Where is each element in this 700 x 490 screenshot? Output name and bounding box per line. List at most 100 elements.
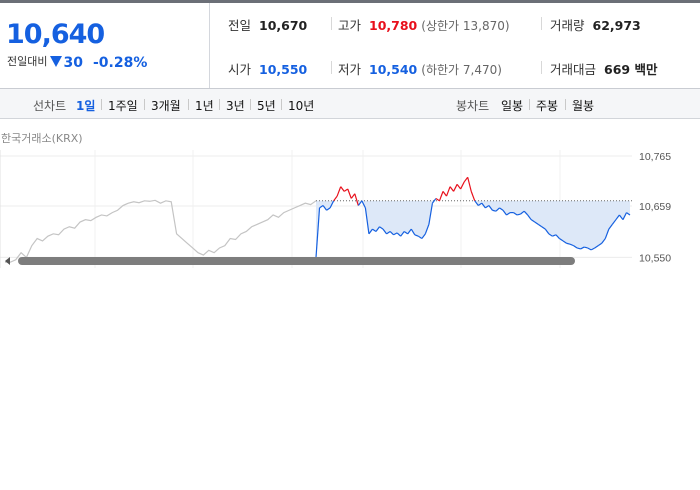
- tab-5y[interactable]: 5년: [257, 99, 276, 113]
- divider: [250, 99, 251, 110]
- price-segment: [322, 205, 328, 211]
- price-segment: [587, 247, 592, 251]
- price-pane: 10,640 전일대비 30 -0.28%: [0, 3, 210, 88]
- price-segment: [474, 200, 479, 206]
- price-segment: [431, 198, 437, 204]
- price-segment: [389, 231, 395, 236]
- price-segment: [424, 224, 430, 235]
- tab-weekly[interactable]: 주봉: [536, 99, 559, 113]
- divider: [529, 99, 530, 110]
- tab-1y[interactable]: 1년: [195, 99, 214, 113]
- price-segment: [393, 232, 398, 236]
- stat-prev-close: 전일 10,670: [228, 15, 307, 34]
- y-tick-label: 10,765: [639, 151, 671, 163]
- price-segment: [456, 183, 462, 190]
- stat-label: 고가: [338, 18, 362, 33]
- price-segment: [506, 212, 511, 216]
- price-segment: [527, 214, 532, 221]
- price-segment: [449, 186, 455, 192]
- price-segment: [421, 233, 426, 239]
- divider: [219, 99, 220, 110]
- tab-10y[interactable]: 10년: [288, 99, 315, 113]
- price-segment: [569, 243, 574, 247]
- stat-label: 시가: [228, 62, 252, 77]
- tab-1d[interactable]: 1일: [76, 99, 96, 113]
- price-segment: [361, 200, 366, 209]
- lower-limit: (하한가 7,470): [421, 63, 502, 77]
- stat-label: 전일: [228, 18, 252, 33]
- price-segment: [340, 186, 345, 192]
- stat-label: 저가: [338, 62, 362, 77]
- price-segment: [336, 186, 342, 197]
- price-segment: [513, 212, 518, 216]
- price-segment: [400, 231, 405, 237]
- price-segment: [410, 228, 416, 236]
- divider: [281, 99, 282, 110]
- price-segment: [438, 191, 444, 202]
- price-segment: [548, 233, 553, 237]
- price-segment: [594, 245, 599, 249]
- stat-low: 저가 10,540 (하한가 7,470): [338, 59, 502, 78]
- quote-summary: 10,640 전일대비 30 -0.28% 전일 10,670 고가 10,780 (상한…: [0, 3, 700, 89]
- price-segment: [375, 226, 380, 232]
- price-segment: [315, 207, 321, 258]
- stat-value: 10,550: [259, 62, 308, 77]
- price-segment: [618, 214, 624, 221]
- price-segment: [368, 228, 373, 235]
- stat-open: 시가 10,550: [228, 59, 307, 78]
- down-arrow-icon: [50, 56, 63, 67]
- price-chart: 10,765 10,659 10,550: [0, 150, 671, 268]
- price-segment: [445, 186, 451, 197]
- price-segment: [428, 203, 434, 225]
- history-line: [5, 199, 317, 263]
- price-segment: [333, 195, 338, 202]
- stat-volume: 거래량 62,973: [550, 15, 641, 34]
- price-segment: [319, 205, 324, 209]
- price-segment: [576, 247, 581, 250]
- price-segment: [530, 219, 536, 223]
- price-segment: [499, 207, 504, 211]
- divider: [541, 61, 542, 74]
- stat-value: 10,670: [259, 18, 308, 33]
- price-segment: [350, 193, 356, 199]
- price-segment: [523, 210, 529, 216]
- price-segment: [417, 235, 423, 240]
- price-segment: [357, 200, 363, 206]
- price-segment: [583, 246, 588, 249]
- price-segment: [354, 193, 359, 206]
- price-segment: [347, 188, 352, 199]
- horizontal-scrollbar[interactable]: [18, 257, 575, 265]
- top-border: [0, 0, 700, 3]
- price-segment: [477, 202, 483, 207]
- stat-high: 고가 10,780 (상한가 13,870): [338, 15, 510, 34]
- tab-3m[interactable]: 3개월: [151, 99, 181, 113]
- price-segment: [597, 242, 603, 247]
- price-segment: [552, 234, 557, 237]
- price-segment: [622, 212, 628, 220]
- price-segment: [566, 242, 571, 245]
- tab-monthly[interactable]: 월봉: [572, 99, 595, 113]
- price-segment: [615, 214, 620, 221]
- stock-chart-widget: 10,640 전일대비 30 -0.28% 전일 10,670 고가 10,780 (상한…: [0, 0, 700, 268]
- price-segment: [611, 219, 617, 225]
- price-segment: [453, 184, 458, 192]
- price-segment: [488, 205, 493, 211]
- price-segment: [386, 230, 391, 235]
- tab-daily[interactable]: 일봉: [501, 99, 524, 113]
- price-segment: [590, 247, 596, 251]
- price-segment: [492, 209, 497, 212]
- price-segment: [403, 230, 409, 235]
- y-tick-label: 10,550: [639, 252, 671, 264]
- tab-1w[interactable]: 1주일: [108, 99, 138, 113]
- exchange-label: 한국거래소(KRX): [1, 132, 83, 145]
- price-segment: [343, 188, 349, 192]
- scroll-left-arrow-icon[interactable]: [5, 257, 10, 265]
- price-segment: [580, 246, 585, 250]
- change-label: 전일대비: [7, 55, 48, 68]
- stat-value: 62,973: [592, 18, 641, 33]
- price-segment: [555, 234, 560, 239]
- upper-limit: (상한가 13,870): [421, 19, 510, 33]
- period-toolbar: 선차트 1일 1주일 3개월 1년 3년 5년 10년 봉차트 일봉 주봉 월봉: [0, 89, 700, 119]
- tab-3y[interactable]: 3년: [226, 99, 245, 113]
- divider: [101, 99, 102, 110]
